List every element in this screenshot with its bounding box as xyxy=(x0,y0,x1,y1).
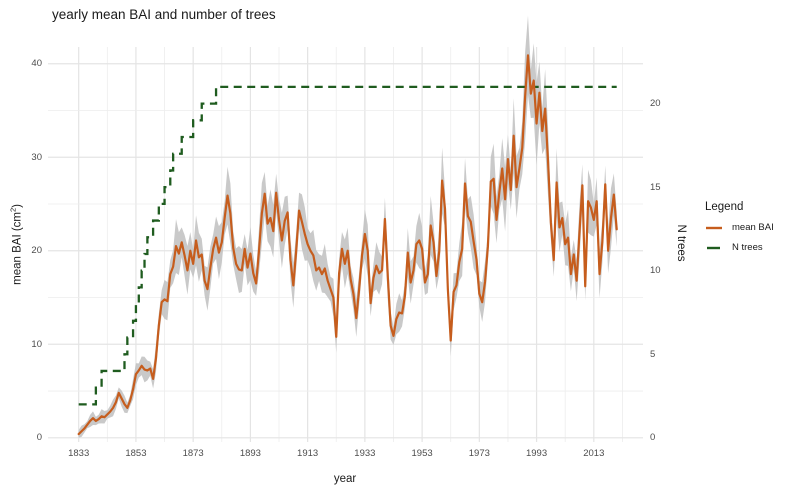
x-tick-label: 2013 xyxy=(583,448,605,459)
x-tick-label: 1893 xyxy=(239,448,261,459)
x-tick-label: 1993 xyxy=(525,448,548,459)
y-left-tick-label: 20 xyxy=(31,245,42,257)
legend-title: Legend xyxy=(705,201,744,213)
y-axis-title-left-suffix: ) xyxy=(11,203,24,208)
y-left-tick-label: 0 xyxy=(36,432,42,444)
legend-item-label: mean BAI xyxy=(732,222,774,233)
y-axis-title-left-text: mean BAI (cm xyxy=(11,211,24,285)
chart-title: yearly mean BAI and number of trees xyxy=(52,7,276,22)
legend: Legend mean BAI N trees xyxy=(705,201,797,262)
series-lines xyxy=(77,54,618,436)
y-left-tick-label: 40 xyxy=(31,58,42,70)
legend-item-mean-bai: mean BAI xyxy=(705,222,797,233)
y-left-tick-label: 10 xyxy=(31,338,42,350)
y-axis-title-left-superscript: 2 xyxy=(8,207,18,212)
y-axis-title-left: mean BAI (cm2) xyxy=(9,144,24,344)
y-right-tick-label: 20 xyxy=(650,98,661,110)
x-tick-label: 1953 xyxy=(411,448,433,459)
x-tick-label: 1933 xyxy=(354,448,376,459)
x-tick-label: 1913 xyxy=(297,448,319,459)
legend-item-n-trees: N trees xyxy=(705,242,797,253)
x-axis-title: year xyxy=(333,473,357,485)
n-trees-key-line xyxy=(707,246,720,249)
y-right-tick-label: 0 xyxy=(650,432,656,444)
mean-bai-key-line xyxy=(706,226,722,229)
y-right-tick-label: 5 xyxy=(650,348,656,360)
y-axis-title-right: N trees xyxy=(675,224,687,262)
x-tick-label: 1853 xyxy=(125,448,147,459)
x-tick-label: 1873 xyxy=(182,448,204,459)
x-tick-label: 1833 xyxy=(68,448,90,459)
x-tick-label: 1973 xyxy=(468,448,490,459)
y-right-tick-label: 10 xyxy=(650,265,661,277)
y-right-tick-label: 15 xyxy=(650,181,661,193)
legend-item-label: N trees xyxy=(732,242,763,253)
y-left-tick-label: 30 xyxy=(31,151,42,163)
